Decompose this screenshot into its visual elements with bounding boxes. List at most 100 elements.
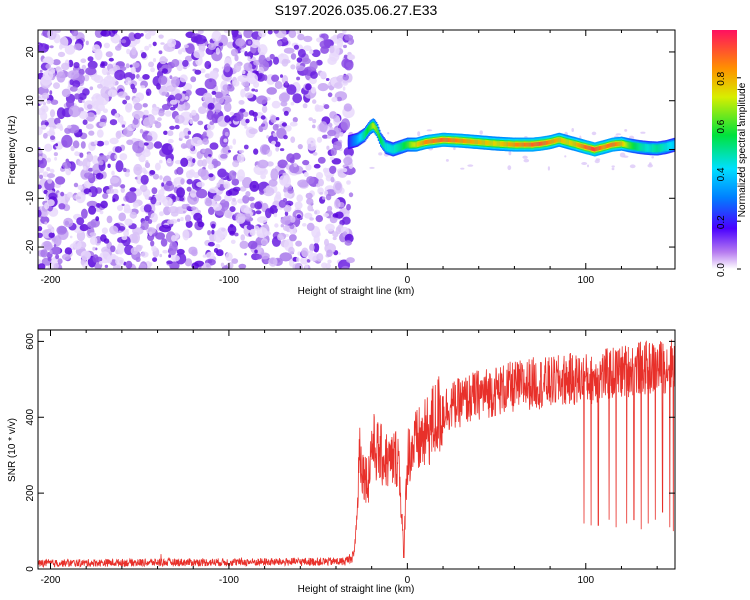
- trace-cell: [521, 142, 523, 147]
- noise-blob: [62, 161, 72, 169]
- noise-blob: [138, 263, 147, 269]
- trace-cell: [498, 141, 501, 146]
- trace-cell: [543, 141, 546, 146]
- trace-cell: [547, 140, 549, 145]
- noise-blob: [204, 78, 217, 90]
- noise-blob: [47, 224, 53, 229]
- noise-blob: [98, 261, 103, 265]
- noise-blob: [343, 44, 347, 49]
- noise-blob: [327, 129, 337, 137]
- noise-blob: [76, 196, 81, 200]
- noise-blob: [149, 262, 153, 267]
- trace-cell: [476, 140, 478, 144]
- noise-blob: [160, 42, 165, 45]
- noise-blob: [147, 219, 153, 224]
- noise-blob: [120, 184, 126, 189]
- noise-blob: [347, 54, 356, 61]
- noise-blob: [61, 62, 70, 71]
- noise-blob: [70, 145, 75, 152]
- trace-cell: [458, 138, 460, 143]
- noise-blob: [164, 110, 172, 117]
- noise-blob: [151, 245, 157, 252]
- noise-blob: [248, 128, 258, 135]
- noise-blob: [177, 49, 183, 55]
- trace-cell: [487, 140, 489, 145]
- trace-cell: [412, 142, 414, 147]
- trace-cell: [388, 146, 391, 151]
- noise-blob: [125, 63, 130, 69]
- noise-blob: [232, 138, 237, 145]
- trace-cell: [535, 142, 537, 147]
- colorbar-gradient: [712, 30, 737, 269]
- noise-blob: [214, 230, 222, 235]
- noise-blob: [184, 258, 193, 267]
- noise-blob: [89, 236, 98, 245]
- noise-blob: [208, 154, 212, 157]
- noise-blob: [61, 253, 71, 261]
- noise-blob: [624, 129, 628, 132]
- noise-blob: [87, 221, 97, 229]
- trace-cell: [474, 139, 476, 144]
- colorbar-label: Normalized spectral amplitude: [737, 82, 748, 217]
- noise-blob: [224, 115, 231, 123]
- noise-blob: [121, 124, 126, 128]
- noise-blob: [216, 227, 228, 239]
- noise-blob: [115, 257, 125, 266]
- noise-blob: [101, 227, 108, 234]
- trace-cell: [573, 141, 576, 146]
- noise-blob: [611, 165, 615, 168]
- noise-blob: [297, 48, 306, 58]
- noise-blob: [310, 86, 317, 94]
- noise-blob: [240, 234, 245, 241]
- noise-blob: [152, 58, 157, 63]
- noise-blob: [38, 156, 43, 161]
- noise-blob: [100, 30, 111, 37]
- noise-blob: [180, 178, 185, 185]
- noise-blob: [49, 126, 55, 136]
- noise-blob: [306, 259, 311, 263]
- x-tick-label: -100: [219, 575, 239, 586]
- noise-blob: [144, 135, 153, 142]
- noise-blob: [235, 213, 246, 224]
- noise-blob: [190, 136, 202, 147]
- x-tick-label: -200: [40, 275, 60, 286]
- noise-blob: [285, 125, 292, 132]
- trace-cell: [492, 141, 494, 146]
- noise-blob: [98, 160, 104, 166]
- noise-blob: [341, 265, 350, 269]
- noise-blob: [196, 188, 208, 199]
- noise-blob: [211, 90, 217, 95]
- noise-blob: [254, 249, 258, 254]
- snr-panel: -200 -100 0 100 0 200 400 600 Height of straig…: [7, 329, 676, 595]
- x-tick-label: 0: [405, 575, 411, 586]
- noise-blob: [103, 140, 110, 146]
- trace-cell: [664, 145, 667, 150]
- noise-blob: [237, 75, 249, 83]
- trace-cell: [397, 145, 399, 150]
- noise-blob: [194, 260, 205, 267]
- trace-cell: [527, 142, 530, 147]
- noise-blob: [378, 152, 383, 156]
- trace-cell: [369, 125, 371, 130]
- noise-blob: [171, 235, 177, 242]
- noise-blob: [243, 207, 252, 214]
- noise-blob: [309, 60, 318, 71]
- trace-cell: [529, 142, 532, 147]
- trace-cell: [403, 143, 406, 148]
- noise-blob: [49, 45, 54, 49]
- noise-blob: [259, 189, 265, 195]
- noise-blob: [343, 103, 353, 112]
- noise-blob: [305, 83, 312, 91]
- trace-cell: [483, 140, 486, 145]
- noise-blob: [68, 105, 81, 118]
- trace-cell: [482, 140, 485, 145]
- trace-cell: [594, 147, 596, 152]
- noise-blob: [47, 30, 57, 40]
- noise-blob: [283, 204, 292, 213]
- noise-blob: [167, 38, 177, 48]
- trace-cell: [624, 142, 626, 147]
- noise-blob: [137, 175, 141, 180]
- trace-cell: [461, 138, 463, 143]
- noise-blob: [105, 51, 113, 58]
- noise-blob: [76, 217, 85, 226]
